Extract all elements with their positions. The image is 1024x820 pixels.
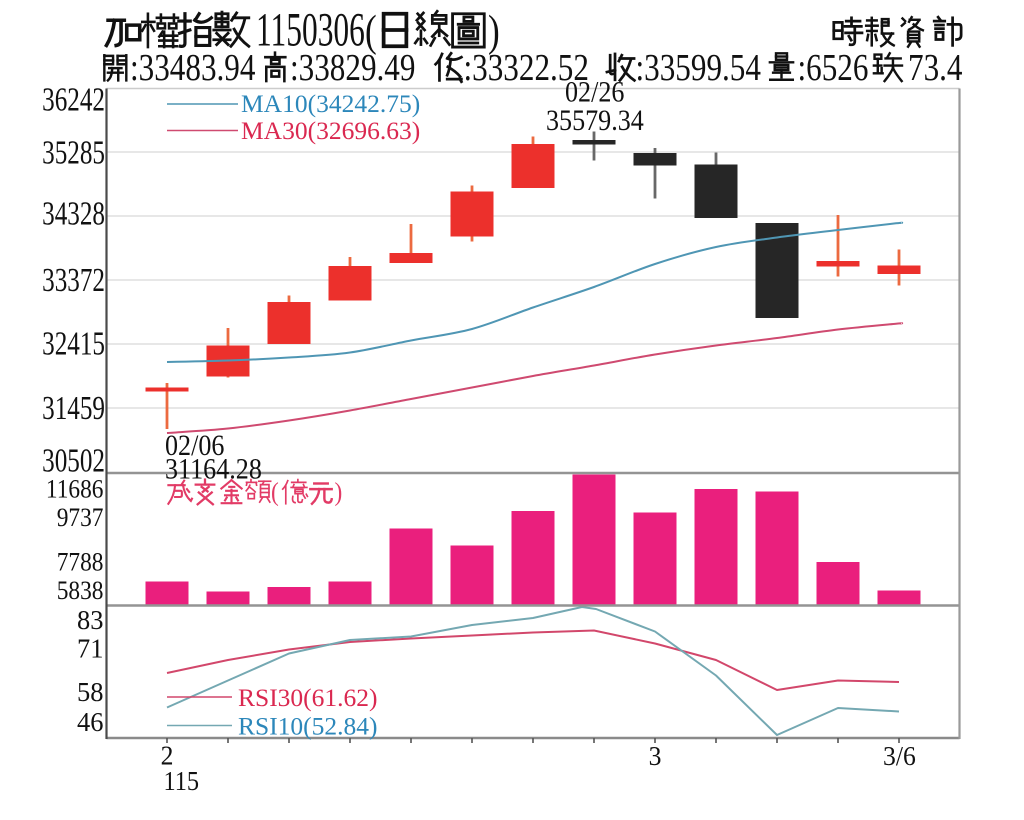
svg-text:31164.28: 31164.28	[165, 453, 262, 486]
svg-text:5838: 5838	[57, 577, 104, 605]
svg-text:31459: 31459	[42, 389, 105, 427]
svg-text:30502: 30502	[42, 442, 105, 480]
svg-text:46: 46	[77, 707, 103, 737]
svg-text:2: 2	[161, 741, 174, 771]
svg-text:(: (	[271, 478, 279, 506]
svg-text:7788: 7788	[57, 548, 104, 576]
svg-text:3: 3	[649, 741, 662, 771]
svg-text:9737: 9737	[57, 504, 104, 532]
svg-text:): )	[335, 478, 343, 506]
svg-text:): )	[488, 6, 500, 56]
svg-text:32415: 32415	[42, 325, 105, 363]
svg-text:33372: 33372	[42, 261, 105, 299]
svg-text:34328: 34328	[42, 195, 105, 233]
svg-text:RSI10(52.84): RSI10(52.84)	[238, 712, 378, 741]
svg-text:73.4: 73.4	[908, 46, 963, 89]
svg-text:(: (	[365, 6, 377, 56]
svg-text:RSI30(61.62): RSI30(61.62)	[238, 683, 378, 712]
svg-text:MA10(34242.75): MA10(34242.75)	[241, 89, 420, 118]
svg-text:83: 83	[77, 605, 103, 635]
svg-text::33322.52: :33322.52	[464, 46, 589, 89]
svg-text:35579.34: 35579.34	[546, 104, 644, 137]
svg-text:02/06: 02/06	[165, 429, 224, 462]
svg-text:58: 58	[77, 677, 103, 707]
svg-text::33599.54: :33599.54	[636, 46, 761, 89]
svg-text:1150306: 1150306	[256, 3, 365, 56]
svg-text:35285: 35285	[42, 134, 105, 172]
svg-text::33483.94: :33483.94	[130, 46, 255, 89]
svg-text:3/6: 3/6	[883, 741, 916, 771]
svg-text:115: 115	[164, 766, 200, 796]
svg-text:MA30(32696.63): MA30(32696.63)	[241, 116, 420, 145]
svg-text:36242: 36242	[42, 81, 105, 119]
svg-text::6526: :6526	[798, 46, 869, 89]
svg-text::33829.49: :33829.49	[290, 46, 415, 89]
svg-text:02/26: 02/26	[565, 76, 624, 109]
svg-text:71: 71	[77, 633, 103, 663]
svg-text:11686: 11686	[46, 475, 104, 503]
